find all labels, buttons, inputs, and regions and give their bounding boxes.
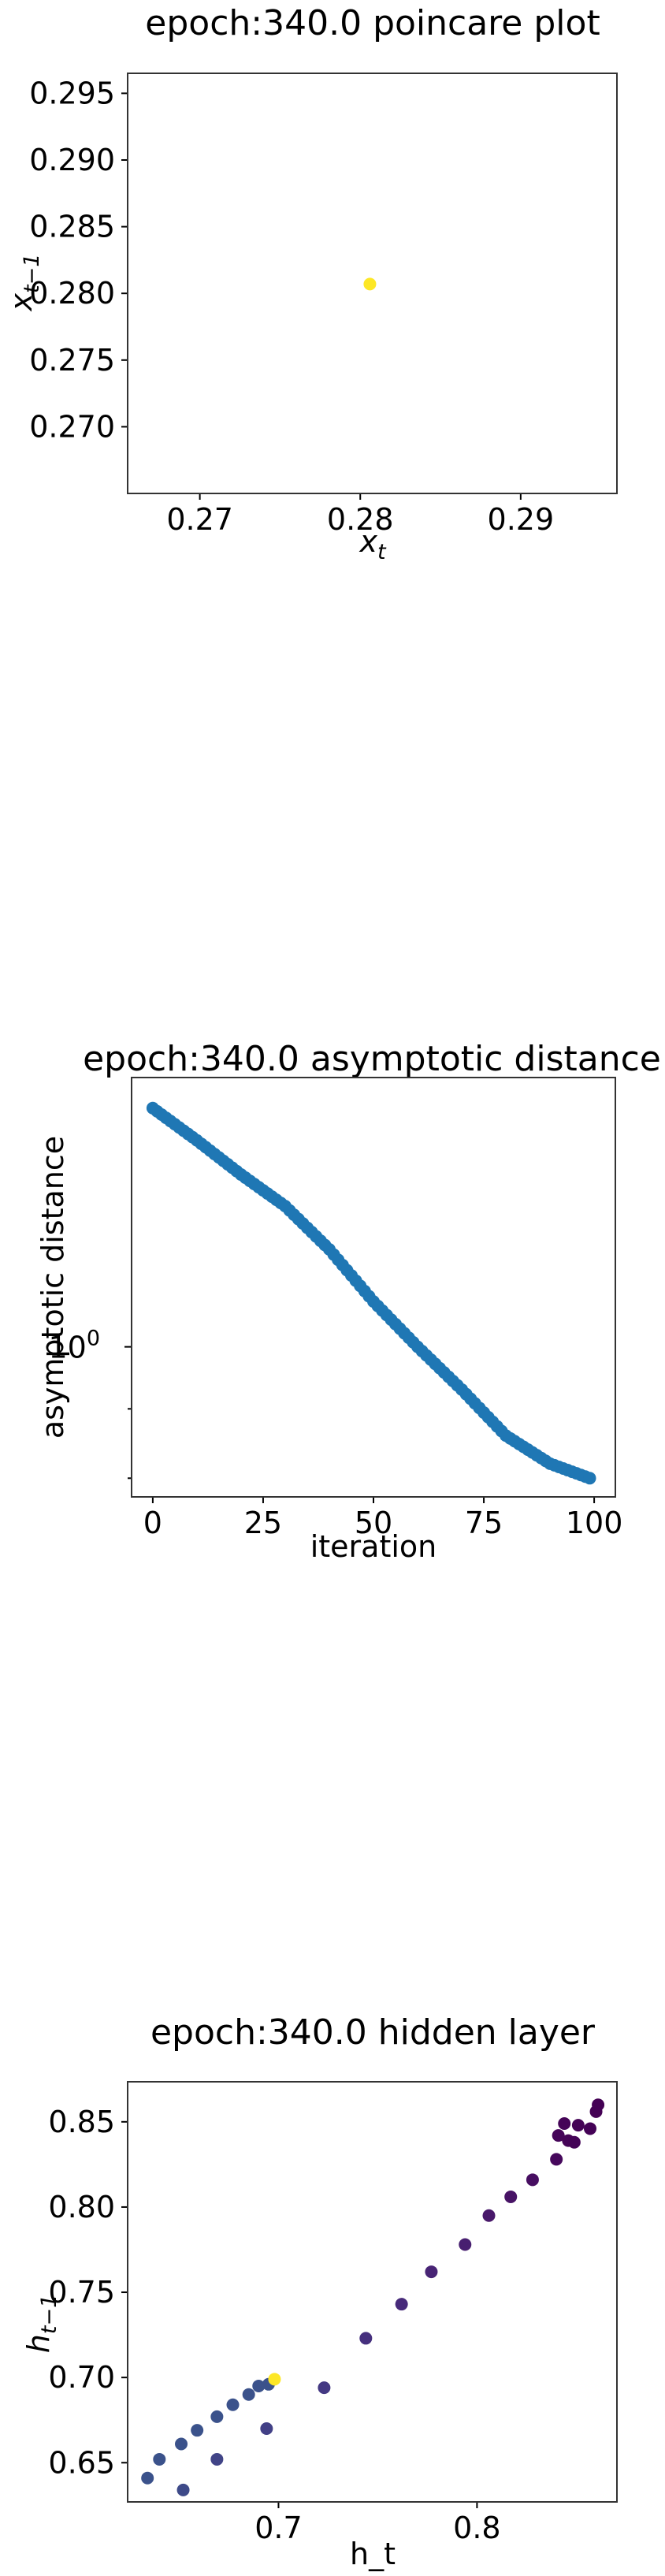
poincare-plot-y-tick-label: 0.285 [29, 210, 115, 244]
poincare-plot-y-tick-label: 0.290 [29, 143, 115, 177]
hidden-layer-point [175, 2437, 188, 2451]
asymptotic-distance-x-tick-label: 75 [465, 1506, 503, 1540]
poincare-plot-y-tick-label: 0.275 [29, 343, 115, 378]
hidden-layer-point [558, 2116, 571, 2130]
hidden-layer-title: epoch:340.0 hidden layer [150, 2012, 596, 2053]
hidden-layer-x-axis-label: h_t [350, 2537, 396, 2571]
hidden-layer-x-tick-label: 0.8 [453, 2511, 500, 2545]
poincare-plot-x-tick-label: 0.27 [166, 502, 233, 537]
hidden-layer-point [482, 2209, 496, 2222]
poincare-plot-title: epoch:340.0 poincare plot [145, 3, 600, 43]
poincare-plot-panel: epoch:340.0 poincare plot 0.270 0.275 0.28… [4, 3, 618, 564]
hidden-layer-point [526, 2173, 539, 2187]
asymptotic-distance-x-tick-label: 25 [244, 1506, 282, 1540]
poincare-plot-y-tick-label: 0.295 [29, 76, 115, 110]
hidden-layer-point [141, 2471, 154, 2485]
asymptotic-distance-panel: epoch:340.0 asymptotic distance 100 0 25 5… [35, 1039, 661, 1564]
poincare-plot-x-axis-label: xt [359, 524, 387, 564]
hidden-layer-point [552, 2129, 565, 2142]
hidden-layer-y-tick-label: 0.85 [48, 2105, 115, 2139]
hidden-layer-axes-frame [127, 2081, 618, 2503]
poincare-plot-x-tick-label: 0.29 [488, 502, 555, 537]
poincare-plot-axes-frame [127, 73, 618, 494]
hidden-layer-point [176, 2483, 190, 2496]
poincare-plot-y-axis-label: xt−1 [4, 254, 44, 312]
asymptotic-distance-x-tick-label: 100 [566, 1506, 623, 1540]
asymptotic-distance-title: epoch:340.0 asymptotic distance [83, 1039, 661, 1079]
hidden-layer-point [504, 2190, 518, 2203]
hidden-layer-point [191, 2424, 204, 2437]
hidden-layer-point [459, 2238, 472, 2251]
hidden-layer-point [583, 2122, 596, 2135]
hidden-layer-y-tick-label: 0.65 [48, 2445, 115, 2480]
hidden-layer-point [210, 2410, 224, 2423]
asymptotic-distance-x-tick-label: 0 [143, 1506, 162, 1540]
hidden-layer-point [268, 2373, 281, 2386]
poincare-plot-x-tick-label: 0.28 [327, 502, 394, 537]
hidden-layer-point [242, 2388, 255, 2401]
poincare-plot-point [363, 277, 377, 291]
hidden-layer-point [359, 2332, 373, 2345]
hidden-layer-x-tick-label: 0.7 [254, 2511, 302, 2545]
hidden-layer-y-axis-label: ht−1 [21, 2295, 61, 2353]
hidden-layer-point [395, 2298, 408, 2311]
hidden-layer-point [153, 2452, 166, 2466]
asymptotic-distance-x-tick-label: 50 [355, 1506, 392, 1540]
asymptotic-distance-y-axis-label: asymptotic distance [35, 1136, 70, 1439]
hidden-layer-point [567, 2135, 581, 2149]
asymptotic-distance-x-axis-label: iteration [310, 1529, 437, 1564]
hidden-layer-point [592, 2098, 605, 2112]
hidden-layer-y-tick-label: 0.75 [48, 2275, 115, 2310]
hidden-layer-point [571, 2119, 585, 2132]
hidden-layer-y-tick-label: 0.80 [48, 2190, 115, 2224]
hidden-layer-panel: epoch:340.0 hidden layer 0.65 0.70 0.75 0.8… [21, 2012, 618, 2571]
hidden-layer-point [550, 2153, 563, 2166]
poincare-plot-y-tick-label: 0.280 [29, 276, 115, 311]
asymptotic-distance-y-tick-label: 100 [48, 1327, 100, 1365]
poincare-plot-y-tick-label: 0.270 [29, 409, 115, 444]
hidden-layer-point [252, 2379, 266, 2392]
asymptotic-distance-point [583, 1472, 596, 1485]
hidden-layer-point [210, 2452, 224, 2466]
hidden-layer-point [260, 2422, 273, 2436]
hidden-layer-point [226, 2398, 240, 2411]
hidden-layer-point [318, 2381, 331, 2395]
hidden-layer-y-tick-label: 0.70 [48, 2360, 115, 2395]
hidden-layer-point [425, 2265, 438, 2279]
asymptotic-distance-axes-frame [131, 1077, 616, 1498]
